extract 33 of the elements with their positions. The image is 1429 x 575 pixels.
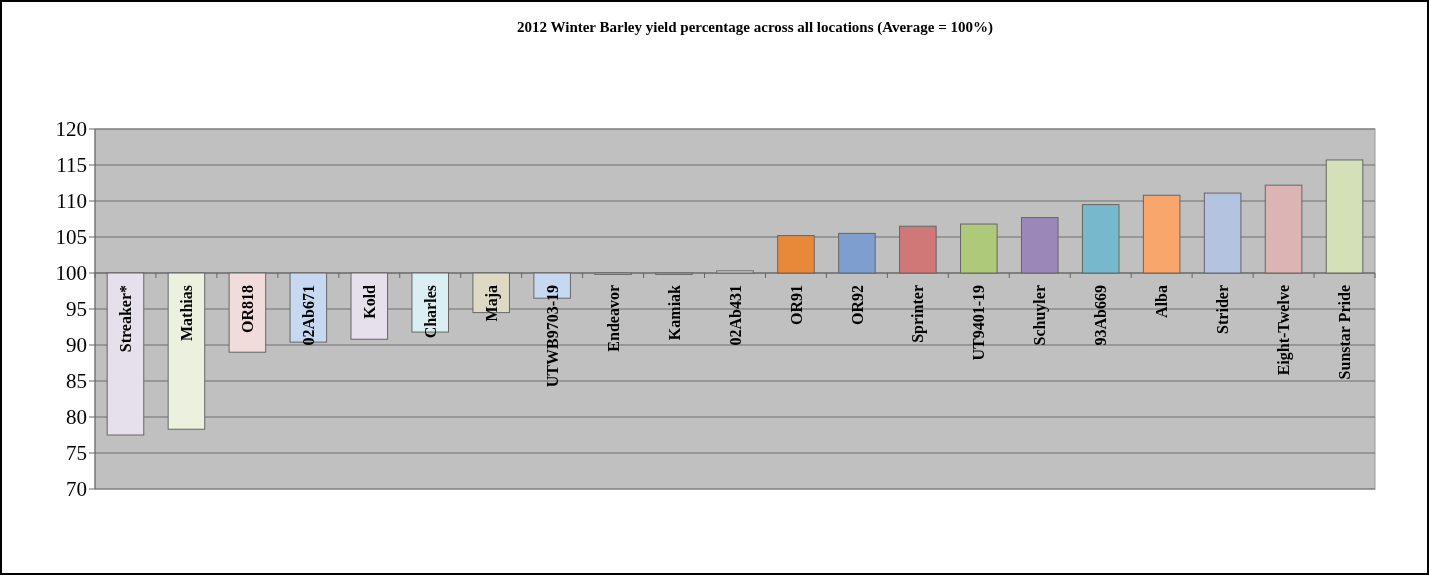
y-tick-label: 100 (55, 261, 87, 286)
y-tick-label: 110 (56, 189, 87, 214)
y-tick-label: 115 (56, 153, 87, 178)
x-tick-label: Streaker* (117, 285, 135, 353)
x-tick-label: Strider (1214, 285, 1232, 334)
x-tick-label: Maja (482, 285, 501, 322)
x-tick-label: Kamiak (665, 284, 683, 341)
y-tick-label: 105 (55, 225, 87, 250)
x-tick-label: OR91 (787, 285, 805, 325)
y-tick-label: 90 (66, 333, 87, 358)
y-tick-label: 95 (66, 297, 87, 322)
x-tick-label: Alba (1153, 285, 1171, 318)
x-tick-label: Mathias (178, 285, 196, 341)
x-tick-label: UT9401-19 (970, 285, 988, 361)
y-tick-label: 75 (66, 441, 87, 466)
x-tick-label: OR92 (848, 285, 866, 325)
y-tick-label: 85 (66, 369, 87, 394)
x-tick-label: Schuyler (1031, 285, 1050, 346)
x-tick-label: Sunstar Pride (1336, 285, 1354, 380)
y-tick-label: 80 (66, 405, 87, 430)
x-tick-label: Charles (421, 285, 439, 339)
x-tick-label: UTWB9703-19 (543, 285, 561, 388)
x-tick-label: OR818 (238, 285, 256, 333)
y-tick-label: 70 (66, 477, 87, 502)
x-tick-label: Eight-Twelve (1275, 285, 1294, 376)
x-tick-label: Kold (360, 284, 378, 319)
x-tick-label: Sprinter (909, 285, 928, 343)
y-tick-label: 120 (55, 117, 87, 142)
chart-title: 2012 Winter Barley yield percentage across all locations (Average = 100%) (517, 19, 993, 36)
x-tick-label: Endeavor (604, 285, 622, 352)
x-tick-label: 02Ab671 (299, 285, 317, 346)
x-tick-label: 93Ab669 (1092, 285, 1110, 346)
x-tick-label: 02Ab431 (726, 285, 744, 346)
